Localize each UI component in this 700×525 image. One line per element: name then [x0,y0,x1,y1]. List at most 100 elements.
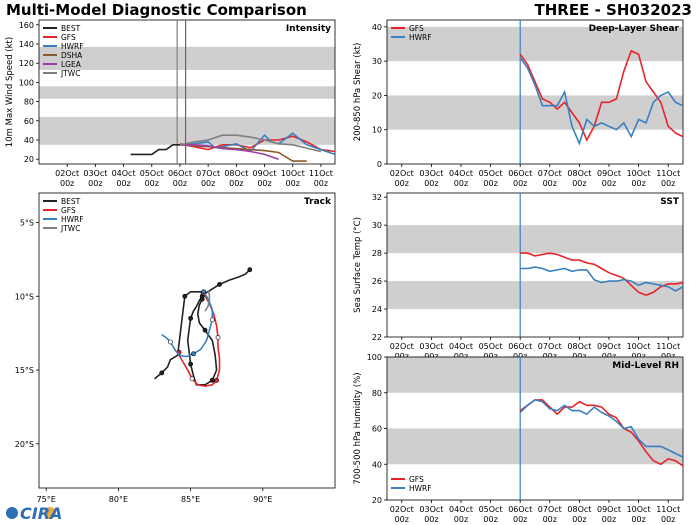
cira-logo-mark [6,507,18,519]
track-gfs-point-8 [214,377,219,383]
intensity-ytick-label-3: 80 [24,98,34,107]
sst-xtick-sublabel-7: 00z [602,352,616,361]
intensity-legend-label-lgea: LGEA [61,60,82,69]
track-best-point-28 [199,296,205,302]
sst-xtick-label-4: 06Oct [508,342,532,351]
intensity-xtick-label-1: 03Oct [83,169,107,178]
shear-ylabel: 200-850 hPa Shear (kt) [353,43,363,142]
track-hwrf-point-12 [167,339,173,345]
sst-series-group [520,252,683,296]
shear-xtick-sublabel-3: 00z [483,179,497,188]
rh-xtick-sublabel-6: 00z [572,515,586,524]
shear-band-1 [387,26,683,62]
sst-xtick-sublabel-0: 00z [395,352,409,361]
track-best-point-12 [188,315,194,321]
intensity-legend-label-best: BEST [61,24,81,33]
intensity-legend-label-hwrf: HWRF [61,42,84,51]
intensity-xtick-sublabel-4: 00z [173,179,187,188]
intensity-series-lgea [180,144,279,160]
intensity-xtick-label-0: 02Oct [55,169,79,178]
page-title-left: Multi-Model Diagnostic Comparison [6,1,307,19]
rh-xtick-label-2: 04Oct [449,505,473,514]
intensity-xtick-sublabel-2: 00z [116,179,130,188]
track-hwrf-point-8 [191,351,196,357]
intensity-ylabel: 10m Max Wind Speed (kt) [5,37,15,147]
intensity-ytick-label-5: 120 [19,59,34,68]
rh-ytick-label-1: 40 [372,460,382,469]
rh-panel: 2040608010002Oct00z03Oct00z04Oct00z05Oct… [353,353,684,524]
shear-xtick-sublabel-6: 00z [572,179,586,188]
shear-ytick-label-0: 0 [377,160,382,169]
shear-xtick-label-0: 02Oct [390,169,414,178]
intensity-series-hwrf [179,132,335,156]
sst-xtick-sublabel-9: 00z [661,352,675,361]
sst-series-hwrf [520,266,683,292]
intensity-xtick-label-3: 05Oct [140,169,164,178]
rh-ytick-label-0: 20 [372,496,382,505]
shear-xtick-sublabel-7: 00z [602,179,616,188]
intensity-legend-label-jtwc: JTWC [60,69,80,78]
intensity-xtick-sublabel-8: 00z [286,179,300,188]
shear-series-gfs [519,49,683,142]
rh-xtick-label-9: 11Oct [656,505,680,514]
intensity-xtick-label-7: 09Oct [253,169,277,178]
track-best-point-20 [209,377,215,383]
rh-ytick-label-4: 100 [367,353,382,362]
intensity-series-dsha [179,144,307,162]
shear-xtick-label-2: 04Oct [449,169,473,178]
intensity-legend-label-gfs: GFS [61,33,76,42]
rh-xtick-label-3: 05Oct [479,505,503,514]
rh-xtick-sublabel-3: 00z [483,515,497,524]
sst-xtick-label-3: 05Oct [479,342,503,351]
track-ytick-label-2: 15°S [15,366,34,375]
shear-ytick-label-2: 20 [372,91,382,100]
sst-ytick-label-2: 26 [372,277,382,286]
intensity-xtick-sublabel-7: 00z [257,179,271,188]
sst-band-0 [387,281,683,310]
shear-xtick-sublabel-4: 00z [513,179,527,188]
intensity-band-0 [39,116,335,145]
intensity-band-1 [39,86,335,99]
rh-xtick-label-1: 03Oct [419,505,443,514]
intensity-ytick-label-6: 140 [19,40,34,49]
track-gfs-point-4 [215,335,221,340]
intensity-xtick-label-2: 04Oct [112,169,136,178]
track-legend-label-hwrf: HWRF [61,215,84,224]
shear-series-hwrf [519,57,683,146]
track-panel: 5°S 10°S 15°S 20°S 75°E 80°E 85°E 90°E Track BEST… [15,192,336,504]
rh-series-group [519,399,683,467]
shear-series-group [519,49,683,146]
sst-panel: 22242628303202Oct00z03Oct00z04Oct00z05Oc… [353,192,684,361]
cira-logo-sun [44,507,56,519]
intensity-series-best [130,144,187,156]
sst-xtick-label-7: 09Oct [597,342,621,351]
sst-xtick-label-0: 02Oct [390,342,414,351]
rh-xtick-label-0: 02Oct [390,505,414,514]
rh-xtick-sublabel-4: 00z [513,515,527,524]
rh-series-hwrf [519,399,683,458]
sst-xtick-sublabel-6: 00z [572,352,586,361]
sst-xtick-sublabel-1: 00z [424,352,438,361]
intensity-frame [38,19,336,165]
shear-xtick-sublabel-8: 00z [631,179,645,188]
sst-xtick-label-5: 07Oct [538,342,562,351]
rh-ytick-label-3: 80 [372,389,382,398]
track-legend-label-best: BEST [61,197,81,206]
sst-ytick-label-3: 28 [372,249,382,258]
rh-ylabel: 700-500 hPa Humidity (%) [353,372,363,484]
rh-legend-label-hwrf: HWRF [409,484,432,493]
shear-band-0 [387,95,683,130]
track-best-point-4 [217,282,222,287]
intensity-ytick-label-4: 100 [19,78,34,87]
intensity-xtick-label-5: 07Oct [196,169,220,178]
intensity-ytick-label-2: 60 [24,117,34,126]
track-ytick-label-3: 20°S [15,440,34,449]
rh-title: Mid-Level RH [612,361,679,371]
rh-xtick-sublabel-0: 00z [395,515,409,524]
sst-xtick-sublabel-5: 00z [543,352,557,361]
intensity-xtick-sublabel-9: 00z [314,179,328,188]
rh-xtick-label-8: 10Oct [627,505,651,514]
shear-ytick-label-3: 30 [372,57,382,66]
sst-frame [386,192,684,338]
shear-xtick-label-7: 09Oct [597,169,621,178]
